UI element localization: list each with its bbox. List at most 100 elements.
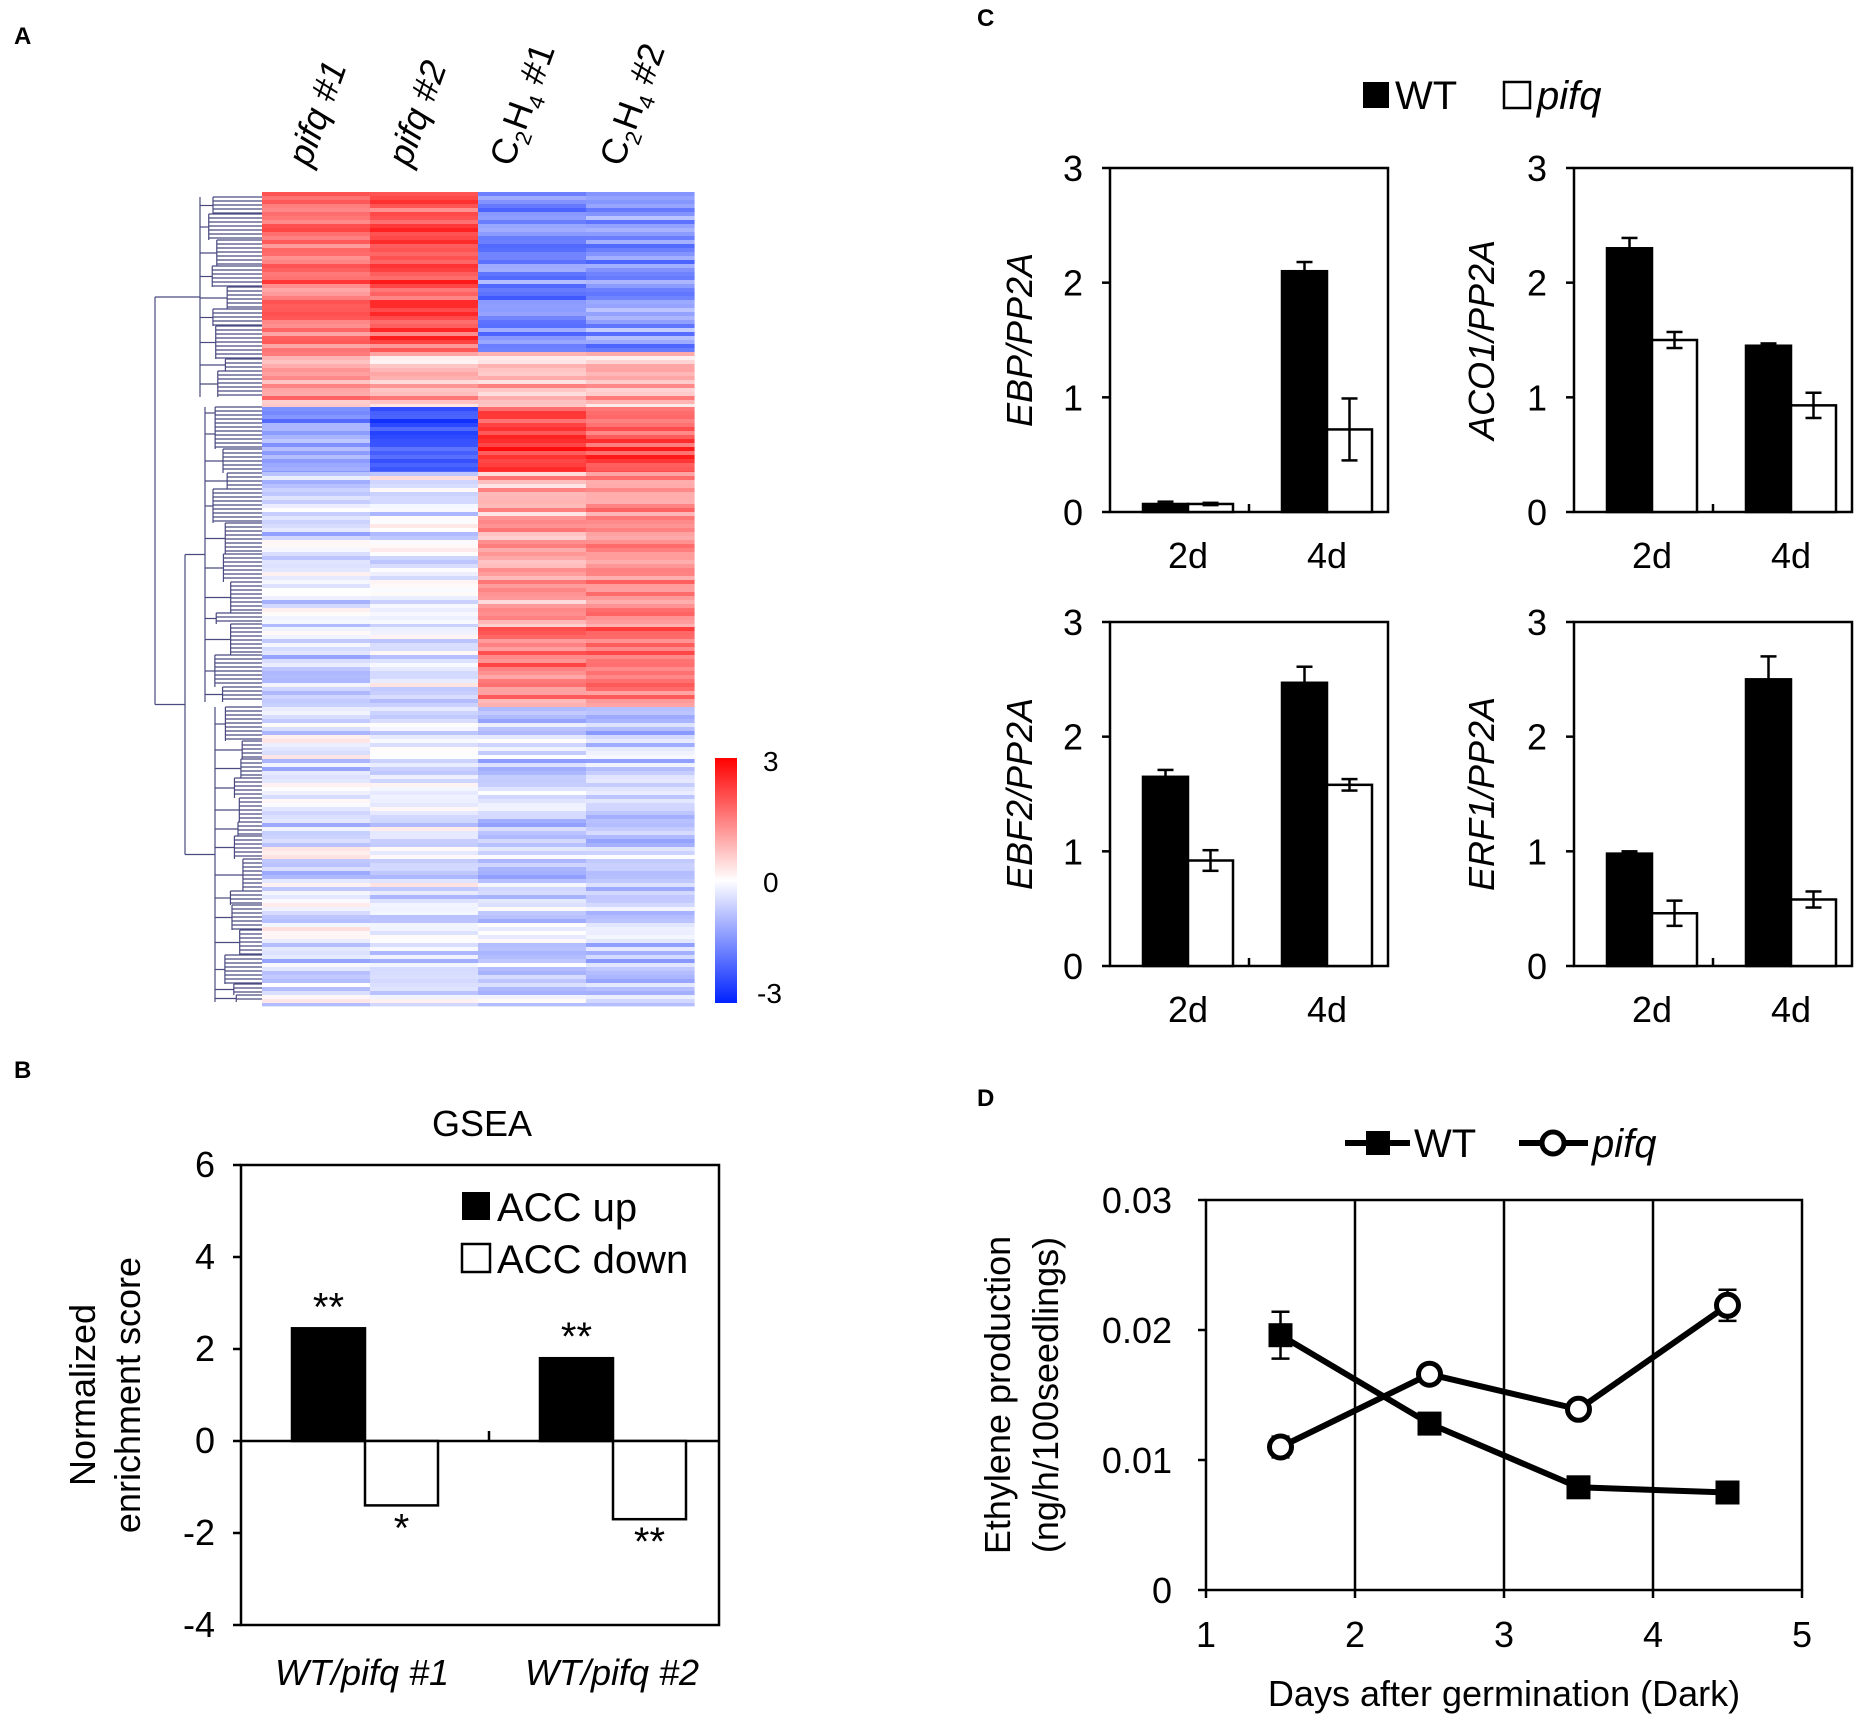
heatmap-cell bbox=[478, 492, 587, 497]
heatmap-cell bbox=[478, 735, 587, 740]
subplot-category-label: 4d bbox=[1771, 535, 1811, 576]
heatmap-cell bbox=[370, 423, 479, 428]
heatmap-cell bbox=[478, 588, 587, 593]
gsea-y-tick-label: 4 bbox=[195, 1236, 215, 1277]
heatmap-cell bbox=[478, 743, 587, 748]
heatmap-cell bbox=[586, 663, 695, 668]
heatmap-cell bbox=[370, 647, 479, 652]
heatmap-cell bbox=[586, 819, 695, 824]
gsea-significance-label: ** bbox=[561, 1315, 592, 1359]
heatmap-cell bbox=[586, 192, 695, 197]
heatmap-cell bbox=[478, 831, 587, 836]
heatmap-cell bbox=[262, 364, 371, 369]
heatmap-cell bbox=[370, 651, 479, 656]
heatmap-cell bbox=[478, 212, 587, 217]
heatmap-cell bbox=[370, 667, 479, 672]
heatmap-cell bbox=[478, 675, 587, 680]
heatmap-cell bbox=[586, 811, 695, 816]
heatmap-cell bbox=[478, 348, 587, 353]
heatmap-cell bbox=[586, 823, 695, 828]
heatmap-cell bbox=[370, 835, 479, 840]
heatmap-cell bbox=[262, 556, 371, 561]
heatmap-cell bbox=[370, 847, 479, 852]
heatmap-cell bbox=[478, 795, 587, 800]
subplot-bar-wt bbox=[1141, 775, 1190, 968]
heatmap-cell bbox=[370, 679, 479, 684]
gsea-y-tick-label: -4 bbox=[183, 1604, 215, 1645]
heatmap-cell bbox=[586, 524, 695, 529]
heatmap-cell bbox=[262, 296, 371, 301]
qpcr-legend-swatch-wt bbox=[1363, 82, 1389, 108]
heatmap-cell bbox=[370, 443, 479, 448]
subplot-y-tick-label: 3 bbox=[1527, 148, 1547, 189]
heatmap-cell bbox=[262, 915, 371, 920]
heatmap-cell bbox=[262, 560, 371, 565]
heatmap-cell bbox=[370, 903, 479, 908]
subplot-category-label: 2d bbox=[1168, 989, 1208, 1030]
heatmap-cell bbox=[586, 455, 695, 460]
panel-label-b: B bbox=[14, 1057, 31, 1084]
heatmap-cell bbox=[478, 356, 587, 361]
heatmap-cell bbox=[262, 895, 371, 900]
heatmap-cell bbox=[262, 544, 371, 549]
heatmap-cell bbox=[478, 683, 587, 688]
heatmap-cell bbox=[262, 348, 371, 353]
heatmap-cell bbox=[478, 404, 587, 408]
heatmap-cell bbox=[262, 612, 371, 617]
heatmap-cell bbox=[262, 647, 371, 652]
heatmap-cell bbox=[586, 415, 695, 420]
heatmap-cell bbox=[370, 699, 479, 704]
heatmap-cell bbox=[586, 955, 695, 960]
heatmap-cell bbox=[262, 843, 371, 848]
heatmap-cell bbox=[370, 635, 479, 640]
heatmap-cell bbox=[370, 887, 479, 892]
heatmap-cell bbox=[478, 244, 587, 249]
heatmap-cell bbox=[262, 755, 371, 760]
ethylene-point-pifq bbox=[1267, 1433, 1294, 1461]
heatmap-cell bbox=[262, 352, 371, 357]
heatmap-cell bbox=[478, 372, 587, 377]
heatmap-cell bbox=[586, 835, 695, 840]
heatmap-cell bbox=[262, 572, 371, 577]
heatmap-cell bbox=[586, 691, 695, 696]
heatmap-cell bbox=[586, 699, 695, 704]
heatmap-cell bbox=[586, 803, 695, 808]
heatmap-cell bbox=[586, 675, 695, 680]
heatmap-cell bbox=[478, 443, 587, 448]
heatmap-cell bbox=[262, 943, 371, 948]
heatmap-cell bbox=[586, 635, 695, 640]
heatmap-cell bbox=[478, 843, 587, 848]
heatmap-cell bbox=[586, 580, 695, 585]
heatmap-cell bbox=[478, 536, 587, 541]
heatmap-cell bbox=[262, 919, 371, 924]
heatmap-cell bbox=[478, 851, 587, 856]
gsea-legend-up: ACC up bbox=[497, 1186, 637, 1230]
gsea-legend-down: ACC down bbox=[497, 1238, 688, 1282]
heatmap-cell bbox=[478, 811, 587, 816]
heatmap-cell bbox=[262, 959, 371, 964]
heatmap-cell bbox=[586, 779, 695, 784]
heatmap-cell bbox=[370, 624, 479, 628]
heatmap-cell bbox=[586, 328, 695, 333]
ethylene-point-pifq bbox=[1416, 1360, 1443, 1388]
heatmap-cell bbox=[370, 484, 479, 489]
heatmap-cell bbox=[478, 308, 587, 313]
heatmap-cell bbox=[586, 484, 695, 489]
heatmap-cell bbox=[586, 871, 695, 876]
heatmap-cell bbox=[478, 411, 587, 416]
heatmap-cell bbox=[586, 983, 695, 988]
heatmap-cell bbox=[478, 935, 587, 940]
heatmap-cell bbox=[478, 360, 587, 365]
heatmap-cell bbox=[478, 380, 587, 385]
heatmap-cell bbox=[370, 783, 479, 788]
heatmap-cell bbox=[370, 427, 479, 432]
heatmap-cell bbox=[478, 368, 587, 373]
heatmap-cell bbox=[370, 232, 479, 237]
heatmap-cell bbox=[586, 616, 695, 621]
heatmap-cell bbox=[370, 320, 479, 325]
heatmap-cell bbox=[370, 751, 479, 756]
heatmap-cell bbox=[262, 991, 371, 996]
subplot-y-tick-label: 2 bbox=[1527, 717, 1547, 758]
heatmap-cell bbox=[586, 883, 695, 888]
heatmap-cell bbox=[586, 400, 695, 405]
